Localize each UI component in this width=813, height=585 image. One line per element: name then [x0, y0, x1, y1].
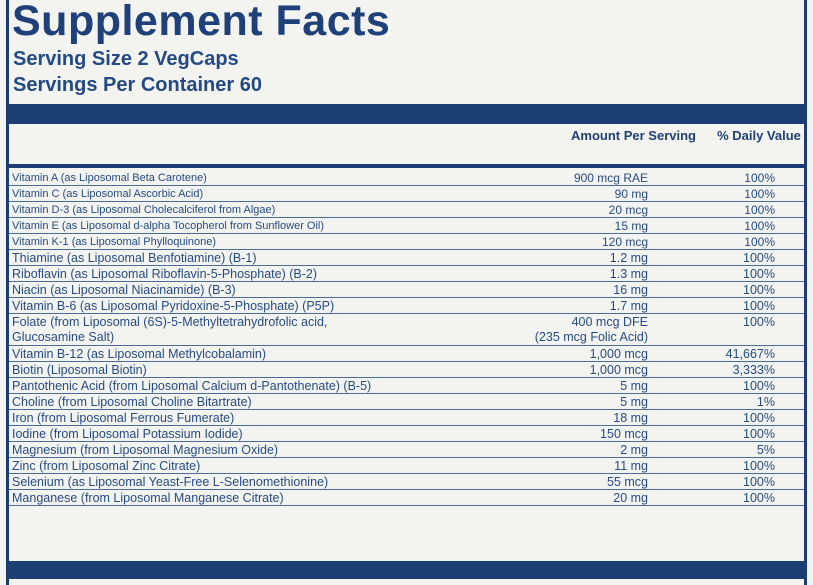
- nutrient-name: Iron (from Liposomal Ferrous Fumerate): [12, 411, 235, 425]
- right-border: [804, 0, 807, 585]
- servings-per-container: Servings Per Container 60: [13, 74, 262, 96]
- table-row: Iron (from Liposomal Ferrous Fumerate) 18…: [9, 410, 804, 426]
- nutrient-amount: 150 mcg: [600, 427, 648, 441]
- nutrient-daily-value: 100%: [743, 459, 775, 473]
- nutrient-amount: 90 mg: [614, 187, 648, 201]
- nutrient-daily-value: 1%: [756, 395, 775, 409]
- nutrient-daily-value: 100%: [743, 379, 775, 393]
- table-row: Choline (from Liposomal Choline Bitartra…: [9, 394, 804, 410]
- nutrient-daily-value: 100%: [743, 283, 775, 297]
- daily-value-column-header: % Daily Value: [717, 128, 801, 143]
- nutrient-name: Pantothenic Acid (from Liposomal Calcium…: [12, 379, 372, 393]
- table-row: Riboflavin (as Liposomal Riboflavin-5-Ph…: [9, 266, 804, 282]
- table-header: Amount Per Serving % Daily Value: [9, 124, 804, 168]
- serving-size: Serving Size 2 VegCaps: [13, 48, 239, 70]
- nutrient-name: Biotin (Liposomal Biotin): [12, 363, 147, 377]
- nutrient-daily-value: 3,333%: [732, 363, 775, 377]
- nutrient-daily-value: 100%: [743, 411, 775, 425]
- table-row: Pantothenic Acid (from Liposomal Calcium…: [9, 378, 804, 394]
- table-row: Vitamin C (as Liposomal Ascorbic Acid) 90…: [9, 186, 804, 202]
- nutrient-amount: 2 mg: [620, 443, 648, 457]
- nutrient-name: Selenium (as Liposomal Yeast-Free L-Sele…: [12, 475, 329, 489]
- table-row: Vitamin E (as Liposomal d-alpha Tocopher…: [9, 218, 804, 234]
- nutrient-name: Iodine (from Liposomal Potassium Iodide): [12, 427, 243, 441]
- table-row: Manganese (from Liposomal Manganese Citr…: [9, 490, 804, 506]
- nutrient-amount: 5 mg: [620, 395, 648, 409]
- table-row: Vitamin A (as Liposomal Beta Carotene) 90…: [9, 170, 804, 186]
- nutrient-amount: 1,000 mcg: [589, 347, 648, 361]
- nutrient-amount: 18 mg: [613, 411, 648, 425]
- nutrient-name: Magnesium (from Liposomal Magnesium Oxid…: [12, 443, 279, 457]
- table-row: Iodine (from Liposomal Potassium Iodide)…: [9, 426, 804, 442]
- left-border: [6, 0, 9, 585]
- nutrient-daily-value: 100%: [743, 315, 775, 329]
- nutrient-amount: 5 mg: [620, 379, 648, 393]
- nutrient-name: Choline (from Liposomal Choline Bitartra…: [12, 395, 252, 409]
- nutrient-amount: 20 mcg: [608, 203, 648, 217]
- nutrient-amount: 11 mg: [614, 459, 648, 473]
- nutrient-name: Riboflavin (as Liposomal Riboflavin-5-Ph…: [12, 267, 317, 281]
- nutrient-amount: 1.7 mg: [609, 299, 648, 313]
- nutrient-amount: 900 mcg RAE: [573, 171, 648, 185]
- nutrient-amount: 20 mg: [613, 491, 648, 505]
- nutrient-name: Vitamin B-12 (as Liposomal Methylcobalam…: [12, 347, 267, 361]
- nutrient-daily-value: 100%: [743, 251, 775, 265]
- nutrient-name: Zinc (from Liposomal Zinc Citrate): [12, 459, 201, 473]
- nutrient-name: Vitamin E (as Liposomal d-alpha Tocopher…: [12, 220, 325, 232]
- nutrient-daily-value: 41,667%: [725, 347, 775, 361]
- table-row: Magnesium (from Liposomal Magnesium Oxid…: [9, 442, 804, 458]
- nutrient-amount: 1,000 mcg: [589, 363, 648, 377]
- table-row: Selenium (as Liposomal Yeast-Free L-Sele…: [9, 474, 804, 490]
- nutrient-amount: 15 mg: [614, 219, 648, 233]
- nutrient-daily-value: 100%: [743, 427, 775, 441]
- nutrient-amount: 55 mcg: [607, 475, 648, 489]
- table-row: Folate (from Liposomal (6S)-5-Methyltetr…: [9, 314, 804, 346]
- nutrient-name: Vitamin C (as Liposomal Ascorbic Acid): [12, 188, 204, 200]
- nutrient-daily-value: 100%: [743, 299, 775, 313]
- nutrient-name: Vitamin D-3 (as Liposomal Cholecalcifero…: [12, 204, 276, 216]
- nutrient-name: Thiamine (as Liposomal Benfotiamine) (B-…: [12, 251, 257, 265]
- table-row: Vitamin D-3 (as Liposomal Cholecalcifero…: [9, 202, 804, 218]
- bottom-bar: [8, 561, 805, 579]
- nutrient-amount: 400 mcg DFE (235 mcg Folic Acid): [534, 315, 648, 344]
- nutrient-name: Vitamin K-1 (as Liposomal Phylloquinone): [12, 236, 217, 248]
- nutrient-daily-value: 100%: [744, 171, 775, 185]
- amount-column-header: Amount Per Serving: [571, 128, 696, 143]
- table-row: Vitamin B-6 (as Liposomal Pyridoxine-5-P…: [9, 298, 804, 314]
- top-bar: [8, 104, 805, 124]
- nutrient-name: Manganese (from Liposomal Manganese Citr…: [12, 491, 284, 505]
- nutrient-table: Vitamin A (as Liposomal Beta Carotene) 90…: [9, 170, 804, 506]
- table-row: Vitamin B-12 (as Liposomal Methylcobalam…: [9, 346, 804, 362]
- table-row: Vitamin K-1 (as Liposomal Phylloquinone)…: [9, 234, 804, 250]
- page-title: Supplement Facts: [12, 0, 391, 45]
- nutrient-daily-value: 100%: [743, 491, 775, 505]
- table-row: Biotin (Liposomal Biotin) 1,000 mcg 3,333%: [9, 362, 804, 378]
- nutrient-daily-value: 100%: [744, 235, 775, 249]
- table-row: Zinc (from Liposomal Zinc Citrate) 11 mg 1…: [9, 458, 804, 474]
- table-row: Niacin (as Liposomal Niacinamide) (B-3) 1…: [9, 282, 804, 298]
- nutrient-amount: 120 mcg: [601, 235, 648, 249]
- nutrient-daily-value: 100%: [744, 219, 775, 233]
- nutrient-daily-value: 5%: [756, 443, 775, 457]
- nutrient-daily-value: 100%: [743, 267, 775, 281]
- nutrient-name: Vitamin B-6 (as Liposomal Pyridoxine-5-P…: [12, 299, 335, 313]
- nutrient-daily-value: 100%: [744, 203, 775, 217]
- nutrient-amount: 16 mg: [613, 283, 648, 297]
- nutrient-amount: 1.3 mg: [609, 267, 648, 281]
- nutrient-name: Folate (from Liposomal (6S)-5-Methyltetr…: [12, 315, 328, 344]
- nutrient-daily-value: 100%: [743, 475, 775, 489]
- nutrient-amount: 1.2 mg: [609, 251, 648, 265]
- table-row: Thiamine (as Liposomal Benfotiamine) (B-…: [9, 250, 804, 266]
- nutrient-name: Niacin (as Liposomal Niacinamide) (B-3): [12, 283, 236, 297]
- nutrient-name: Vitamin A (as Liposomal Beta Carotene): [12, 172, 207, 184]
- nutrient-daily-value: 100%: [744, 187, 775, 201]
